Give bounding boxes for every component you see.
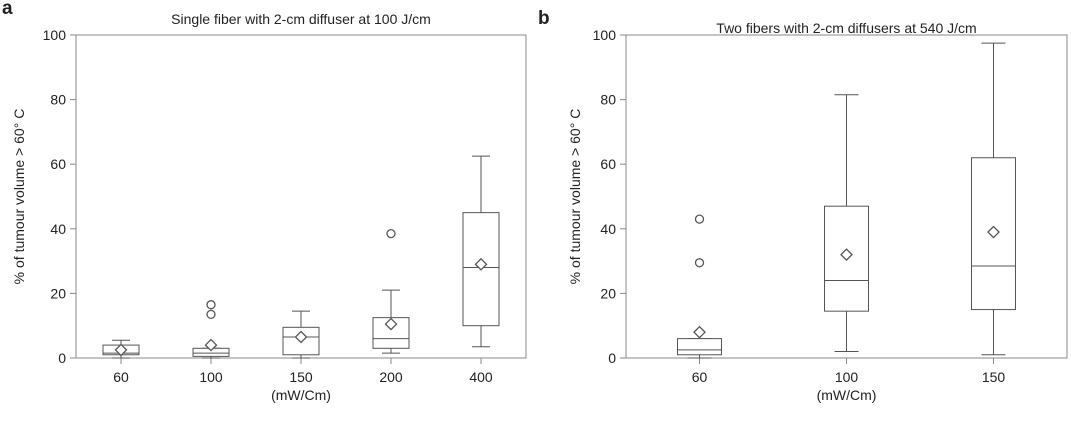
y-tick-label: 0 xyxy=(58,350,66,366)
outlier-point xyxy=(206,300,216,310)
x-tick-label: 150 xyxy=(982,369,1006,385)
panel-letter: b xyxy=(538,8,550,29)
box-150 xyxy=(282,310,320,359)
box-plot-a: Single fiber with 2-cm diffuser at 100 J… xyxy=(11,11,527,403)
x-tick-label: 60 xyxy=(113,369,129,385)
y-axis-label: % of tumour volume > 60° C xyxy=(11,109,27,285)
y-tick-label: 40 xyxy=(50,221,66,237)
mean-marker xyxy=(840,248,853,262)
x-tick-label: 60 xyxy=(692,369,708,385)
mean-marker xyxy=(114,343,128,357)
outlier-point xyxy=(694,258,705,268)
x-tick-label: 100 xyxy=(199,369,223,385)
mean-marker xyxy=(384,317,398,331)
mean-marker xyxy=(474,257,488,271)
panel-letter: a xyxy=(2,0,13,19)
mean-marker xyxy=(294,330,308,344)
y-tick-label: 60 xyxy=(50,156,66,172)
box-100 xyxy=(192,300,230,359)
x-axis-label: (mW/Cm) xyxy=(271,387,331,403)
chart-title: Single fiber with 2-cm diffuser at 100 J… xyxy=(171,11,431,27)
y-tick-label: 20 xyxy=(50,285,66,301)
iqr-box xyxy=(677,338,722,356)
y-tick-label: 100 xyxy=(43,27,67,43)
chart-panel-b: b Two fibers with 2-cm diffusers at 540 … xyxy=(536,0,1071,419)
y-axis-label: % of tumour volume > 60° C xyxy=(567,109,583,285)
x-tick-label: 100 xyxy=(835,369,859,385)
x-tick-label: 400 xyxy=(469,369,493,385)
box-60 xyxy=(677,214,722,359)
mean-marker xyxy=(693,325,706,339)
y-tick-label: 80 xyxy=(50,92,66,108)
mean-marker xyxy=(987,225,1000,239)
outlier-point xyxy=(694,214,705,224)
mean-marker xyxy=(204,338,218,352)
y-tick-label: 80 xyxy=(600,92,616,108)
y-tick-label: 0 xyxy=(608,350,616,366)
y-tick-label: 60 xyxy=(600,156,616,172)
x-tick-label: 150 xyxy=(289,369,313,385)
x-tick-label: 200 xyxy=(379,369,403,385)
plot-frame xyxy=(75,34,527,359)
x-axis-label: (mW/Cm) xyxy=(817,387,877,403)
box-400 xyxy=(462,155,500,348)
outlier-point xyxy=(386,228,396,239)
outlier-point xyxy=(206,309,216,320)
y-tick-label: 40 xyxy=(600,221,616,237)
box-200 xyxy=(372,228,410,354)
chart-panel-a: a Single fiber with 2-cm diffuser at 100… xyxy=(0,0,530,419)
box-plot-b: Two fibers with 2-cm diffusers at 540 J/… xyxy=(567,20,1068,403)
chart-title: Two fibers with 2-cm diffusers at 540 J/… xyxy=(716,20,976,36)
box-60 xyxy=(102,339,140,359)
box-100 xyxy=(824,94,869,353)
box-150 xyxy=(971,42,1016,356)
y-tick-label: 20 xyxy=(600,285,616,301)
y-tick-label: 100 xyxy=(593,27,617,43)
